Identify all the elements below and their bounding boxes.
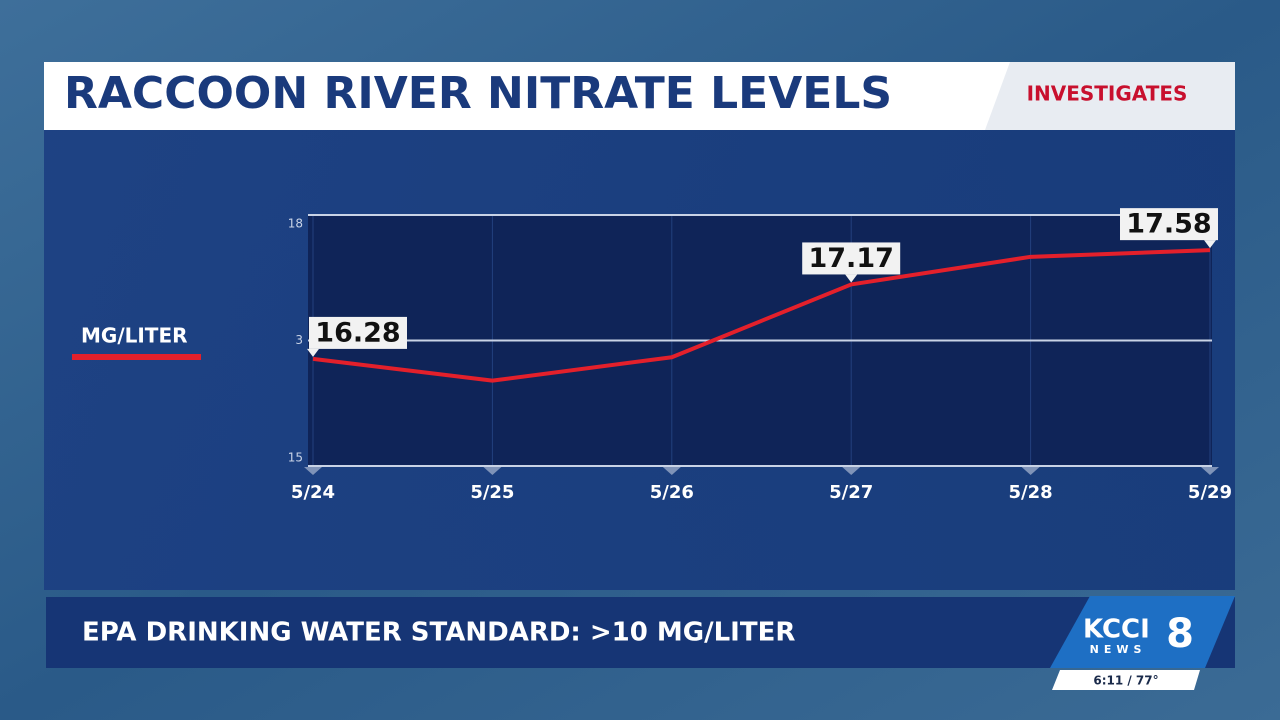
value-label-bg: [1120, 208, 1218, 241]
lower-third-text: EPA DRINKING WATER STANDARD: >10 MG/LITE…: [82, 618, 795, 648]
y-tick-label: 3: [295, 333, 303, 347]
x-tick-label: 5/28: [1009, 482, 1053, 503]
x-tick-marker: [304, 467, 322, 475]
legend-swatch: [72, 354, 201, 360]
series-line: [312, 248, 1211, 383]
value-label: 17.17: [808, 243, 893, 274]
lower-third: [46, 597, 1235, 668]
value-label-pointer: [1204, 240, 1216, 249]
y-tick-label: 18: [288, 217, 303, 231]
x-tick-label: 5/26: [650, 482, 694, 503]
x-tick-label: 5/29: [1188, 482, 1232, 503]
value-label-bg: [802, 242, 901, 275]
x-tick-label: 5/25: [470, 482, 514, 503]
legend-label: MG/LITER: [81, 324, 188, 348]
value-label-bg: [309, 316, 407, 349]
x-tick-marker: [483, 467, 502, 475]
value-label: 17.58: [1126, 209, 1211, 240]
badge: INVESTIGATES: [1027, 82, 1188, 106]
badge-bg: [985, 62, 1235, 130]
chart: 5/24 5/25 5/26 5/27 5/28 5/29 15 3 18 MG/LITER 16.…: [72, 208, 1232, 503]
logo-bg: [1050, 596, 1235, 668]
x-tick-label: 5/24: [291, 482, 335, 503]
x-tick-marker: [1201, 467, 1219, 475]
logo-network: NEWS: [1090, 643, 1147, 656]
x-tick-marker: [1021, 467, 1040, 475]
y-tick-label: 15: [288, 451, 303, 465]
value-label-pointer: [845, 274, 858, 283]
x-tick-marker: [842, 467, 861, 475]
status: 6:11 / 77°: [1093, 674, 1158, 688]
value-label: 16.28: [315, 317, 400, 348]
x-tick-label: 5/27: [829, 482, 873, 503]
value-label-pointer: [307, 348, 319, 357]
logo-channel: 8: [1166, 611, 1194, 657]
status-bg: [1052, 670, 1200, 690]
x-tick-marker: [662, 467, 681, 475]
title: RACCOON RIVER NITRATE LEVELS: [64, 68, 892, 119]
logo-station: KCCI: [1083, 615, 1150, 645]
